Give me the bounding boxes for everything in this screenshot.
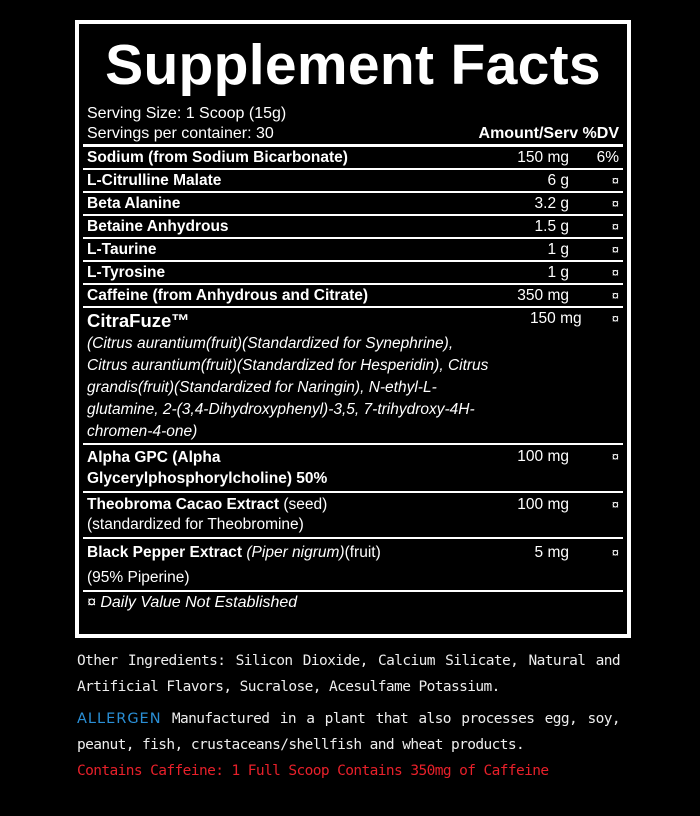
- footnote: ¤ Daily Value Not Established: [87, 594, 298, 611]
- ingredient-part: (seed): [279, 496, 328, 513]
- ingredient-dv: ¤: [611, 449, 619, 464]
- facts-row: Caffeine (from Anhydrous and Citrate) 350…: [83, 285, 623, 308]
- ingredient-dv: ¤: [611, 497, 619, 512]
- ingredient-dv: ¤: [611, 265, 619, 280]
- allergen-label: ALLERGEN: [77, 711, 162, 727]
- ingredient-dv: ¤: [611, 173, 619, 188]
- ingredient-latin: (Piper nigrum): [242, 544, 345, 561]
- ingredient-dv: ¤: [611, 219, 619, 234]
- ingredient-name: L-Tyrosine: [87, 264, 166, 281]
- ingredient-name: Black Pepper Extract: [87, 544, 243, 561]
- ingredient-amount: 100 mg: [517, 448, 569, 465]
- ingredient-dv: ¤: [611, 545, 619, 560]
- ingredient-name: Caffeine (from Anhydrous and Citrate): [87, 287, 369, 304]
- ingredient-description: (standardized for Theobromine): [87, 516, 304, 533]
- ingredient-description: (Citrus aurantium(fruit)(Standardized fo…: [87, 335, 489, 440]
- facts-row: Sodium (from Sodium Bicarbonate) 150 mg 6%: [83, 147, 623, 170]
- ingredient-name: Sodium (from Sodium Bicarbonate): [87, 149, 348, 166]
- facts-row-black-pepper: Black Pepper Extract (Piper nigrum)(frui…: [83, 539, 623, 592]
- allergen-text: Manufactured in a plant that also proces…: [77, 711, 621, 753]
- label-info: Other Ingredients: Silicon Dioxide, Calc…: [77, 648, 621, 784]
- ingredient-amount: 1.5 g: [534, 218, 569, 235]
- ingredient-amount: 6 g: [547, 172, 569, 189]
- facts-row: L-Tyrosine 1 g ¤: [83, 262, 623, 285]
- facts-row: L-Citrulline Malate 6 g ¤: [83, 170, 623, 193]
- column-header: Servings per container: 30 Amount/Serv %…: [83, 124, 623, 147]
- ingredient-name: L-Citrulline Malate: [87, 172, 222, 189]
- ingredient-dv: ¤: [611, 311, 619, 326]
- ingredient-part: (fruit): [344, 544, 381, 561]
- ingredient-amount: 5 mg: [534, 544, 569, 561]
- dv-header: %DV: [582, 125, 619, 142]
- ingredient-dv: 6%: [596, 149, 619, 166]
- facts-row: L-Taurine 1 g ¤: [83, 239, 623, 262]
- ingredient-name: CitraFuze™: [87, 310, 190, 331]
- ingredient-dv: ¤: [611, 196, 619, 211]
- ingredient-name: Beta Alanine: [87, 195, 181, 212]
- ingredient-amount: 150 mg: [529, 310, 582, 327]
- ingredient-dv: ¤: [611, 288, 619, 303]
- facts-row: Betaine Anhydrous 1.5 g ¤: [83, 216, 623, 239]
- ingredient-amount: 350 mg: [517, 287, 569, 304]
- ingredient-amount: 3.2 g: [534, 195, 569, 212]
- ingredient-amount: 100 mg: [517, 496, 569, 513]
- serving-size: Serving Size: 1 Scoop (15g): [87, 105, 287, 122]
- facts-row-citrafuze: CitraFuze™ (Citrus aurantium(fruit)(Stand…: [83, 308, 623, 445]
- ingredient-amount: 1 g: [547, 264, 569, 281]
- ingredient-description: (95% Piperine): [87, 569, 190, 586]
- ingredient-name: Betaine Anhydrous: [87, 218, 229, 235]
- supplement-facts-panel: Supplement Facts Serving Size: 1 Scoop (…: [75, 20, 631, 638]
- facts-row-alpha-gpc: Alpha GPC (Alpha Glycerylphosphorylcholi…: [83, 445, 623, 493]
- ingredient-amount: 1 g: [547, 241, 569, 258]
- other-ingredients: Other Ingredients: Silicon Dioxide, Calc…: [77, 653, 621, 695]
- servings-per-container: Servings per container: 30: [87, 125, 274, 142]
- facts-row-theobroma: Theobroma Cacao Extract (seed) (standardi…: [83, 493, 623, 539]
- facts-row: Beta Alanine 3.2 g ¤: [83, 193, 623, 216]
- caffeine-warning: Contains Caffeine: 1 Full Scoop Contains…: [77, 763, 549, 779]
- ingredient-name: L-Taurine: [87, 241, 157, 258]
- ingredient-amount: 150 mg: [517, 149, 569, 166]
- amount-header: Amount/Serv: [478, 125, 579, 142]
- panel-title: Supplement Facts: [105, 33, 601, 97]
- ingredient-name: Theobroma Cacao Extract: [87, 496, 280, 513]
- ingredient-dv: ¤: [611, 242, 619, 257]
- ingredient-name: Alpha GPC (Alpha Glycerylphosphorylcholi…: [87, 449, 328, 487]
